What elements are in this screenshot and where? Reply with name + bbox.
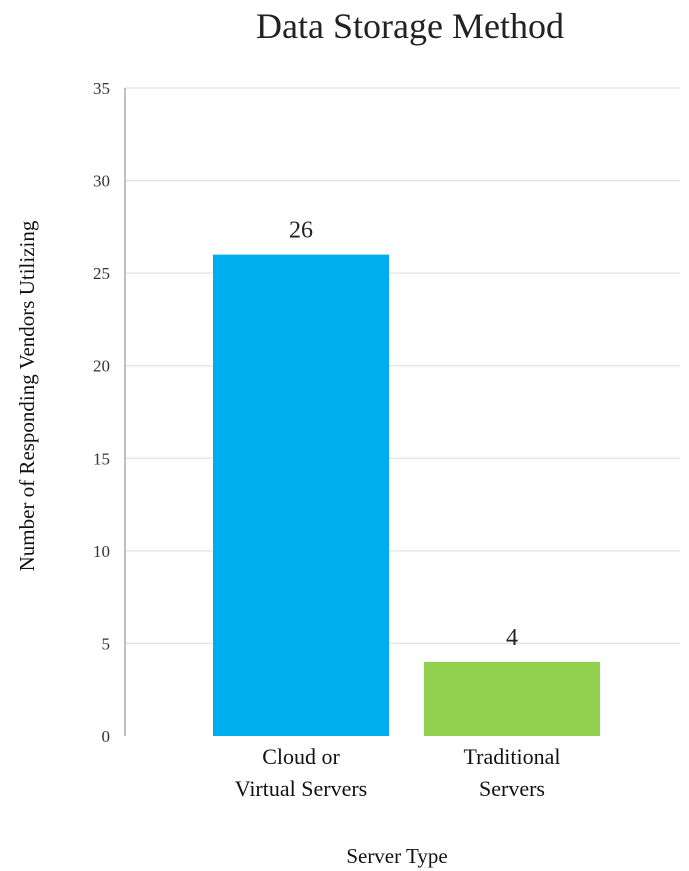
bar — [213, 254, 389, 736]
category-label: Virtual Servers — [235, 776, 367, 801]
y-tick-labels: 0 5 10 15 20 25 30 35 — [93, 79, 110, 746]
chart-title: Data Storage Method — [256, 6, 564, 46]
data-label: 4 — [506, 625, 518, 651]
bars — [213, 254, 600, 736]
y-tick-label: 0 — [102, 727, 111, 746]
y-tick-label: 20 — [93, 357, 110, 376]
y-tick-label: 25 — [93, 264, 110, 283]
category-label: Traditional — [464, 744, 561, 769]
data-label: 26 — [289, 218, 313, 244]
gridlines — [125, 87, 680, 645]
y-axis-title: Number of Responding Vendors Utilizing — [15, 220, 39, 571]
y-tick-label: 35 — [93, 79, 110, 98]
category-label: Cloud or — [262, 744, 340, 769]
y-tick-label: 15 — [93, 449, 110, 468]
y-tick-label: 5 — [102, 634, 111, 653]
category-label: Servers — [479, 776, 545, 801]
x-axis-title: Server Type — [346, 844, 447, 868]
data-labels: 26 4 — [289, 218, 518, 651]
y-tick-label: 30 — [93, 172, 110, 191]
category-labels: Cloud or Virtual Servers Traditional Server… — [235, 744, 561, 801]
y-tick-label: 10 — [93, 542, 110, 561]
bar — [424, 661, 600, 736]
